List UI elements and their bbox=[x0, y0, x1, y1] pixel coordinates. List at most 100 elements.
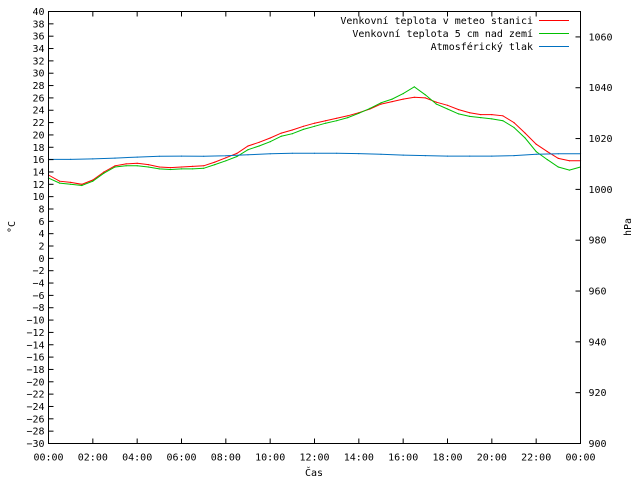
series-layer bbox=[47, 86, 582, 187]
data-point bbox=[524, 137, 526, 139]
x-tick-label: 06:00 bbox=[166, 453, 196, 464]
y2-tick-label: 900 bbox=[589, 439, 607, 450]
data-point bbox=[169, 168, 171, 171]
data-point bbox=[81, 184, 83, 187]
data-point bbox=[435, 103, 437, 105]
y-tick-label: −12 bbox=[26, 328, 44, 339]
y-tick-label: 4 bbox=[38, 229, 44, 240]
data-point bbox=[59, 180, 61, 182]
data-point bbox=[225, 155, 227, 157]
data-point bbox=[402, 93, 404, 95]
x-axis-label: Čas bbox=[305, 466, 323, 479]
data-point bbox=[114, 166, 116, 168]
data-point bbox=[402, 154, 404, 156]
y2-tick-label: 980 bbox=[589, 236, 607, 247]
data-point bbox=[236, 152, 238, 154]
data-point bbox=[391, 98, 393, 100]
data-point bbox=[557, 166, 559, 168]
data-point bbox=[158, 155, 160, 157]
data-point bbox=[336, 120, 338, 122]
x-tick-label: 02:00 bbox=[78, 453, 108, 464]
data-point bbox=[70, 181, 72, 183]
data-point bbox=[269, 137, 271, 139]
data-point bbox=[291, 152, 293, 154]
data-point bbox=[424, 97, 426, 99]
data-point bbox=[180, 155, 183, 157]
y-tick-label: −2 bbox=[32, 266, 44, 277]
data-point bbox=[269, 141, 271, 143]
data-point bbox=[225, 160, 227, 162]
data-point bbox=[147, 164, 149, 166]
data-point bbox=[192, 165, 194, 167]
data-point bbox=[336, 152, 338, 154]
y-tick-label: 18 bbox=[32, 143, 44, 154]
y-tick-label: −24 bbox=[26, 402, 44, 413]
y-tick-label: −10 bbox=[26, 316, 44, 327]
y-tick-label: −14 bbox=[26, 340, 44, 351]
legend-label-pressure: Atmosférický tlak bbox=[431, 41, 533, 53]
y-tick-label: 26 bbox=[32, 93, 44, 104]
data-point bbox=[535, 143, 537, 145]
data-point bbox=[169, 167, 171, 169]
data-point bbox=[502, 115, 504, 117]
data-point bbox=[469, 112, 471, 114]
data-point bbox=[192, 168, 194, 170]
data-point bbox=[491, 114, 493, 116]
data-point bbox=[103, 171, 105, 173]
data-point bbox=[513, 122, 515, 124]
data-point bbox=[535, 151, 537, 153]
legend-label-outdoor-station: Venkovní teplota v meteo stanici bbox=[340, 15, 533, 27]
legend: Venkovní teplota v meteo stanici Venkovn… bbox=[340, 15, 569, 53]
x-tick-label: 20:00 bbox=[477, 453, 507, 464]
data-point bbox=[225, 157, 227, 159]
y2-tick-label: 1040 bbox=[589, 83, 613, 94]
y-tick-label: −8 bbox=[32, 303, 44, 314]
data-point bbox=[203, 165, 205, 167]
y2-tick-label: 920 bbox=[589, 388, 607, 399]
data-point bbox=[424, 94, 426, 96]
y-tick-label: 0 bbox=[38, 254, 44, 265]
data-point bbox=[424, 155, 426, 157]
data-point bbox=[70, 183, 72, 185]
y-tick-label: 14 bbox=[32, 167, 44, 178]
x-tick-label: 10:00 bbox=[255, 453, 285, 464]
data-point bbox=[458, 113, 460, 115]
data-point bbox=[446, 104, 449, 106]
y-tick-label: 34 bbox=[32, 44, 44, 55]
data-point bbox=[513, 155, 515, 157]
data-point bbox=[103, 172, 105, 174]
data-point bbox=[302, 125, 304, 127]
x-tick-label: 00:00 bbox=[33, 453, 63, 464]
data-point bbox=[513, 126, 515, 129]
data-point bbox=[236, 155, 238, 158]
data-point bbox=[502, 120, 504, 122]
data-point bbox=[325, 120, 327, 122]
data-point bbox=[469, 115, 471, 117]
data-point bbox=[158, 168, 160, 170]
y-tick-label: −16 bbox=[26, 353, 44, 364]
data-point bbox=[291, 133, 293, 135]
x-tick-label: 00:00 bbox=[565, 453, 595, 464]
y2-tick-label: 960 bbox=[589, 287, 607, 298]
data-point bbox=[313, 125, 316, 127]
data-point bbox=[469, 155, 471, 157]
data-point bbox=[214, 164, 216, 166]
data-point bbox=[446, 155, 449, 157]
data-point bbox=[203, 167, 205, 169]
data-point bbox=[280, 132, 282, 134]
x-tick-label: 16:00 bbox=[388, 453, 418, 464]
y-tick-label: 40 bbox=[32, 7, 44, 18]
data-point bbox=[247, 149, 249, 151]
data-point bbox=[258, 145, 260, 147]
data-point bbox=[325, 122, 327, 124]
y-tick-label: 36 bbox=[32, 32, 44, 43]
y-tick-label: 38 bbox=[32, 19, 44, 30]
y-tick-label: 30 bbox=[32, 69, 44, 80]
y-tick-label: −30 bbox=[26, 439, 44, 450]
x-tick-label: 08:00 bbox=[211, 453, 241, 464]
data-point bbox=[269, 153, 271, 155]
y-tick-label: 16 bbox=[32, 155, 44, 166]
y2-tick-label: 940 bbox=[589, 337, 607, 348]
y2-tick-label: 1060 bbox=[589, 32, 613, 43]
